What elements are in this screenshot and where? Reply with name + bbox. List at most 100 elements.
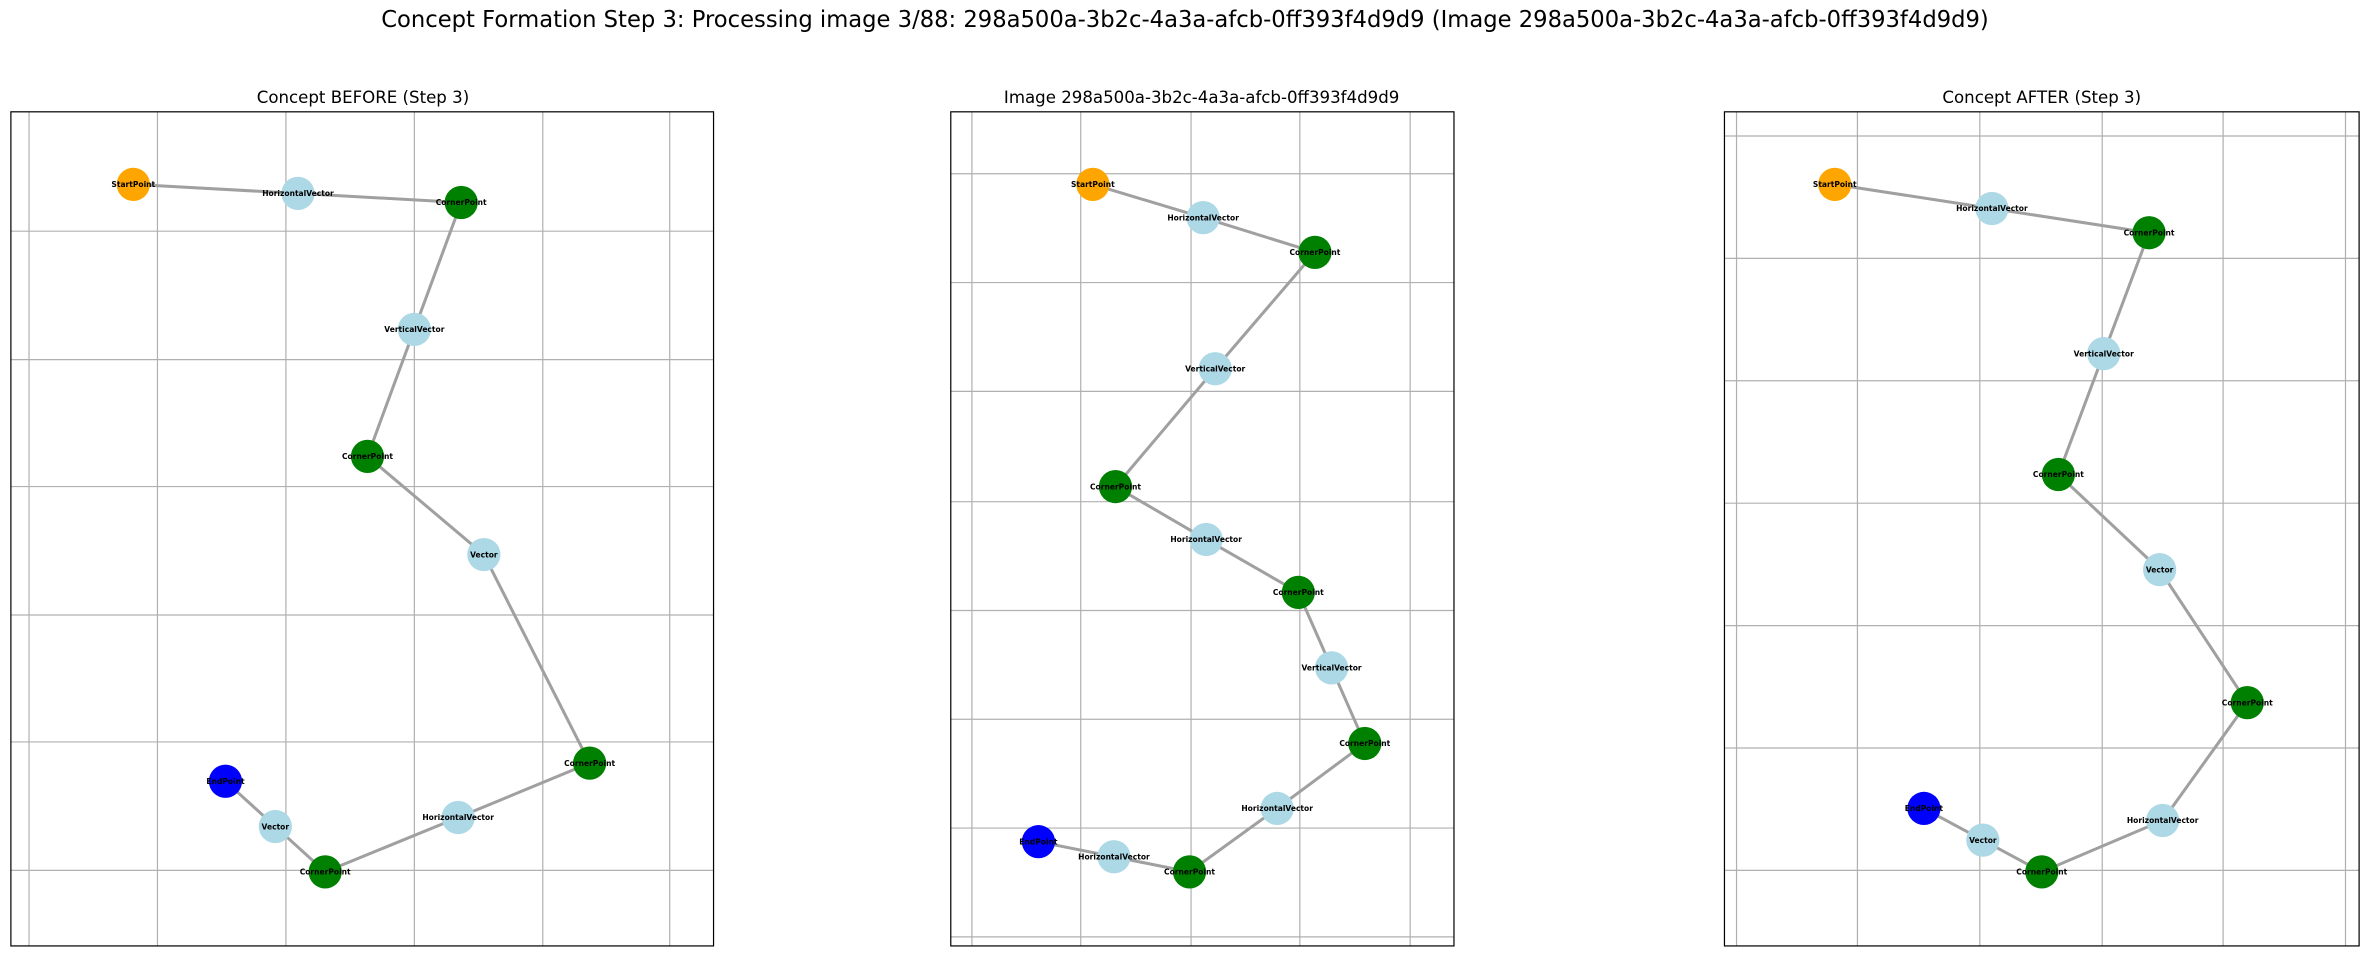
node-label: EndPoint <box>206 777 245 786</box>
node <box>1076 167 1110 201</box>
panel-frame <box>1723 111 2360 947</box>
node <box>2146 803 2180 838</box>
node <box>1098 469 1133 504</box>
node-label: HorizontalVector <box>262 189 334 198</box>
node-label: EndPoint <box>1905 804 1944 813</box>
node-label: Vector <box>470 550 498 559</box>
node-label: CornerPoint <box>436 198 487 207</box>
edge <box>2158 568 2249 704</box>
node <box>1966 823 2000 857</box>
node <box>2087 336 2121 371</box>
node <box>1097 840 1131 874</box>
node <box>573 746 607 780</box>
edge <box>297 191 462 204</box>
node-label: VerticalVector <box>2074 349 2134 358</box>
node-label: Vector <box>2146 565 2174 574</box>
edge <box>2041 819 2164 874</box>
edge <box>366 328 416 457</box>
node-label: CornerPoint <box>2222 698 2273 707</box>
node-label: Vector <box>262 822 290 831</box>
edge <box>2056 353 2106 476</box>
edge <box>1214 251 1317 370</box>
node-label: HorizontalVector <box>1078 853 1150 862</box>
figure-title: Concept Formation Step 3: Processing ima… <box>381 7 1989 33</box>
edge <box>2057 473 2161 571</box>
node-label: HorizontalVector <box>422 813 494 822</box>
node-label: CornerPoint <box>342 452 393 461</box>
edge <box>133 182 299 195</box>
edge <box>1205 538 1300 594</box>
node-label: EndPoint <box>1019 837 1058 846</box>
node <box>308 855 342 889</box>
node <box>1348 726 1382 761</box>
node-label: CornerPoint <box>2124 228 2175 237</box>
node-label: VerticalVector <box>1185 364 1245 373</box>
edge <box>457 761 591 819</box>
node-label: VerticalVector <box>1301 664 1361 673</box>
node <box>258 809 292 844</box>
node-label: CornerPoint <box>1164 868 1215 877</box>
edge <box>412 201 463 330</box>
node <box>1298 235 1332 269</box>
node-label: CornerPoint <box>300 868 351 877</box>
node-label: CornerPoint <box>564 759 615 768</box>
node-label: HorizontalVector <box>2127 816 2199 825</box>
node <box>1198 352 1232 386</box>
node-label: HorizontalVector <box>1241 804 1313 813</box>
edge <box>1276 742 1366 810</box>
node <box>441 800 475 835</box>
node <box>1281 575 1315 609</box>
node <box>1021 825 1056 859</box>
node <box>1907 791 1941 826</box>
node <box>1818 167 1852 201</box>
node <box>2230 686 2264 720</box>
edge <box>366 455 485 556</box>
node <box>350 439 385 473</box>
edge <box>2102 232 2151 355</box>
node <box>1260 791 1294 826</box>
node-label: VerticalVector <box>384 325 444 334</box>
node-label: CornerPoint <box>2033 470 2084 479</box>
node <box>116 167 150 201</box>
edge <box>324 816 459 874</box>
edge <box>1114 367 1217 488</box>
node <box>1172 855 1207 889</box>
edge <box>1114 485 1207 541</box>
edge <box>1188 807 1279 874</box>
node <box>2025 855 2059 889</box>
edge <box>1834 182 1993 211</box>
edge <box>2161 701 2249 822</box>
panel-frame <box>10 111 715 947</box>
edge <box>1202 216 1316 254</box>
panel-frame <box>950 111 1455 947</box>
node-label: StartPoint <box>1813 180 1857 189</box>
node-label: CornerPoint <box>1339 739 1390 748</box>
node-label: CornerPoint <box>1273 588 1324 597</box>
node <box>397 312 431 347</box>
node <box>1975 191 2009 226</box>
node-label: StartPoint <box>111 180 155 189</box>
panel-title: Image 298a500a-3b2c-4a3a-afcb-0ff393f4d9… <box>1004 88 1399 107</box>
node-label: HorizontalVector <box>1170 535 1242 544</box>
edge <box>482 553 591 764</box>
node <box>1186 200 1220 235</box>
node <box>2041 457 2076 492</box>
node-label: HorizontalVector <box>1167 213 1239 222</box>
node <box>467 537 501 572</box>
panel-title: Concept AFTER (Step 3) <box>1942 88 2141 107</box>
node-label: CornerPoint <box>2016 868 2067 877</box>
node <box>2132 216 2166 250</box>
edge <box>1092 182 1204 220</box>
panel-title: Concept BEFORE (Step 3) <box>257 88 469 107</box>
node-label: HorizontalVector <box>1956 204 2028 213</box>
node-label: StartPoint <box>1071 180 1115 189</box>
node <box>444 185 478 220</box>
edge <box>1991 207 2150 235</box>
node <box>208 764 243 798</box>
node <box>1314 651 1349 685</box>
node <box>1189 522 1223 557</box>
node-label: Vector <box>1969 836 1997 845</box>
node-label: CornerPoint <box>1289 248 1340 257</box>
